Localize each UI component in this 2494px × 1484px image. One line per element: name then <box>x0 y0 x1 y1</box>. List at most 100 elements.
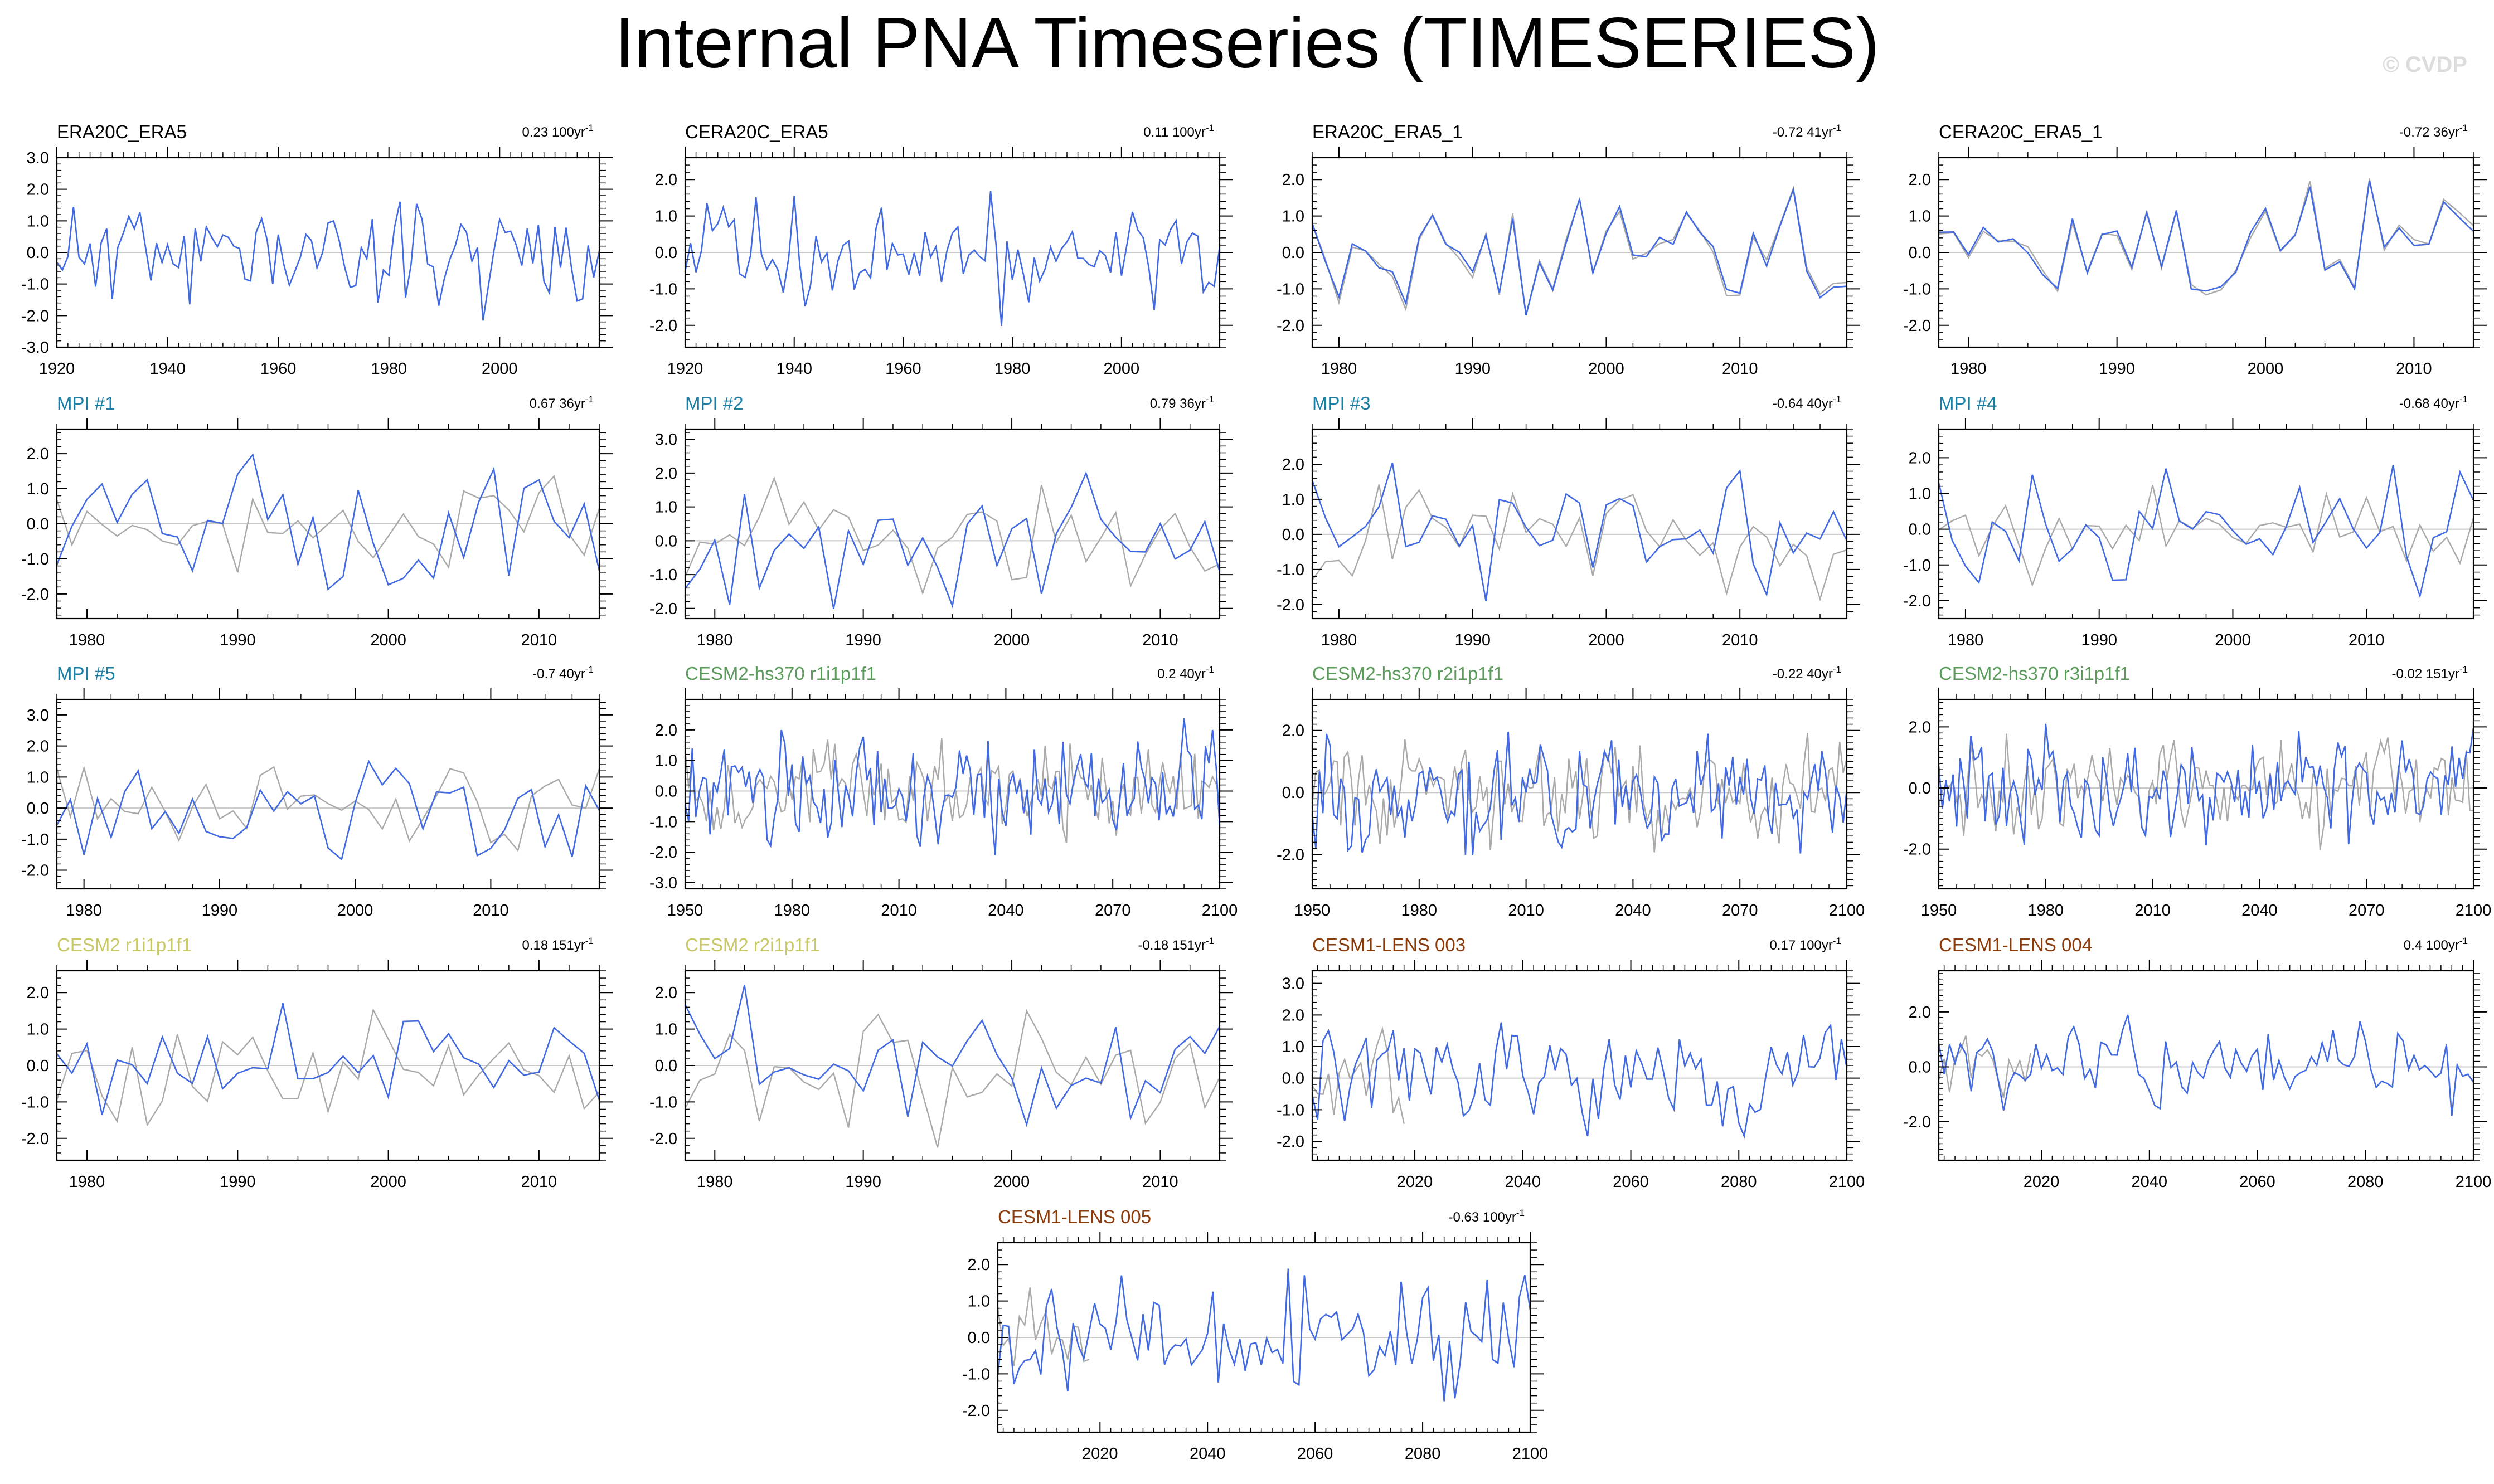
y-tick-label: -2.0 <box>1277 596 1304 614</box>
y-tick-label: 0.0 <box>1282 784 1304 802</box>
x-tick-label: 2100 <box>1829 902 1865 919</box>
x-tick-label: 1990 <box>2099 360 2135 378</box>
model-series-line <box>684 191 1221 327</box>
x-tick-label: 1980 <box>2028 902 2064 919</box>
x-tick-label: 2080 <box>1405 1445 1441 1463</box>
obs-series-line <box>684 1009 1221 1148</box>
x-tick-label: 1980 <box>1950 360 1987 378</box>
y-tick-label: 1.0 <box>1282 208 1304 226</box>
x-tick-label: 1980 <box>1948 631 1984 649</box>
x-tick-label: 1990 <box>845 631 881 649</box>
x-tick-label: 2040 <box>988 902 1024 919</box>
chart-panel: 2.0 1.0 0.0 -1.0 -2.0 -3.0 1950 1980 2010 2040 207… <box>649 663 1238 919</box>
plot-frame <box>1938 698 2474 890</box>
y-tick-label: 1.0 <box>655 1021 677 1039</box>
y-tick-label: 2.0 <box>1282 1006 1304 1024</box>
chart-panel: 2.0 1.0 0.0 -1.0 -2.0 1980 1990 2000 2010 MPI #3 -… <box>1277 393 1860 649</box>
y-tick-label: -2.0 <box>962 1402 990 1420</box>
obs-series-line <box>684 738 1221 843</box>
panel-trend: -0.64 40yr-1 <box>1773 394 1841 411</box>
panel-trend: -0.22 40yr-1 <box>1773 664 1841 682</box>
x-tick-label: 2040 <box>1190 1445 1226 1463</box>
y-tick-label: 2.0 <box>655 722 677 739</box>
y-tick-label: 0.0 <box>1282 1070 1304 1088</box>
plot-frame <box>56 698 600 890</box>
obs-series-line <box>1311 733 1848 853</box>
x-tick-label: 1980 <box>1321 360 1357 378</box>
panel-trend: -0.63 100yr-1 <box>1448 1208 1525 1225</box>
model-series-line <box>1311 187 1847 315</box>
x-tick-label: 1990 <box>1454 631 1491 649</box>
y-tick-label: 1.0 <box>968 1293 990 1311</box>
y-tick-label: 0.0 <box>1909 780 1931 797</box>
y-tick-label: 1.0 <box>27 480 49 498</box>
y-tick-label: -2.0 <box>1277 1133 1304 1151</box>
x-tick-label: 2080 <box>1721 1173 1757 1191</box>
obs-series-line <box>1938 733 2474 850</box>
model-series-line <box>1938 180 2474 292</box>
x-tick-label: 2000 <box>994 1173 1030 1191</box>
x-tick-label: 2100 <box>2456 902 2492 919</box>
x-tick-label: 2060 <box>2239 1173 2275 1191</box>
y-tick-label: -2.0 <box>649 600 677 618</box>
model-series-line <box>56 1003 600 1115</box>
y-tick-label: -1.0 <box>21 831 49 849</box>
x-tick-label: 2000 <box>1588 631 1624 649</box>
y-tick-label: -1.0 <box>1903 557 1931 575</box>
y-tick-label: 1.0 <box>655 499 677 517</box>
panel-title: CESM1-LENS 004 <box>1939 935 2092 955</box>
obs-series-line <box>1938 1035 2031 1098</box>
y-tick-label: 0.0 <box>655 1057 677 1075</box>
x-tick-label: 2010 <box>1722 631 1758 649</box>
model-series-line <box>1311 1022 1848 1139</box>
y-tick-label: -2.0 <box>1277 317 1304 335</box>
panel-title: CESM2-hs370 r2i1p1f1 <box>1312 663 1503 684</box>
y-tick-label: -2.0 <box>1903 317 1931 335</box>
model-series-line <box>56 760 600 861</box>
y-tick-label: -2.0 <box>21 586 49 604</box>
y-tick-label: 2.0 <box>655 984 677 1002</box>
x-tick-label: 1950 <box>1294 902 1331 919</box>
y-tick-label: 2.0 <box>655 171 677 189</box>
x-tick-label: 1980 <box>994 360 1031 378</box>
panel-trend: -0.18 151yr-1 <box>1138 936 1214 953</box>
x-tick-label: 2100 <box>2456 1173 2492 1191</box>
chart-panel: 2.0 1.0 0.0 -1.0 -2.0 1980 1990 2000 2010 CERA20C… <box>1903 121 2487 378</box>
y-tick-label: 0.0 <box>655 783 677 801</box>
panel-trend: -0.72 36yr-1 <box>2399 123 2468 140</box>
panel-trend: 0.11 100yr-1 <box>1143 123 1214 140</box>
y-tick-label: 0.0 <box>27 1057 49 1075</box>
x-tick-label: 1980 <box>697 1173 733 1191</box>
x-tick-label: 2000 <box>2215 631 2251 649</box>
y-tick-label: 0.0 <box>968 1329 990 1347</box>
model-series-line <box>56 201 600 321</box>
chart-panel: 2.0 1.0 0.0 -1.0 -2.0 1980 1990 2000 2010 MPI #1 0… <box>21 393 613 649</box>
x-tick-label: 2010 <box>521 631 557 649</box>
panel-trend: 0.2 40yr-1 <box>1157 664 1214 682</box>
y-tick-label: 2.0 <box>1909 1004 1931 1021</box>
y-tick-label: -2.0 <box>1277 846 1304 864</box>
y-tick-label: -1.0 <box>649 566 677 584</box>
obs-series-line <box>56 1008 600 1127</box>
watermark: © CVDP <box>2383 52 2467 77</box>
y-tick-label: -2.0 <box>1903 592 1931 610</box>
page-title: Internal PNA Timeseries (TIMESERIES) <box>614 3 1880 83</box>
x-tick-label: 1940 <box>149 360 186 378</box>
x-tick-label: 2040 <box>2241 902 2278 919</box>
y-tick-label: 0.0 <box>1909 1058 1931 1076</box>
x-tick-label: 2010 <box>1142 1173 1178 1191</box>
model-series-line <box>1938 1014 2474 1116</box>
panel-title: MPI #1 <box>57 393 115 413</box>
y-tick-label: -2.0 <box>1903 1113 1931 1131</box>
y-tick-label: 3.0 <box>1282 975 1304 993</box>
x-tick-label: 1960 <box>260 360 297 378</box>
y-tick-label: 1.0 <box>1909 208 1931 226</box>
x-tick-label: 1990 <box>220 1173 256 1191</box>
y-tick-label: -2.0 <box>1903 841 1931 859</box>
chart-panel: 2.0 1.0 0.0 -1.0 -2.0 2020 2040 2060 2080 2100 CES… <box>962 1206 1548 1463</box>
y-tick-label: 2.0 <box>27 738 49 756</box>
y-tick-label: -2.0 <box>21 862 49 880</box>
panel-title: CESM1-LENS 003 <box>1312 935 1466 955</box>
model-series-line <box>684 471 1221 609</box>
x-tick-label: 2070 <box>1722 902 1758 919</box>
